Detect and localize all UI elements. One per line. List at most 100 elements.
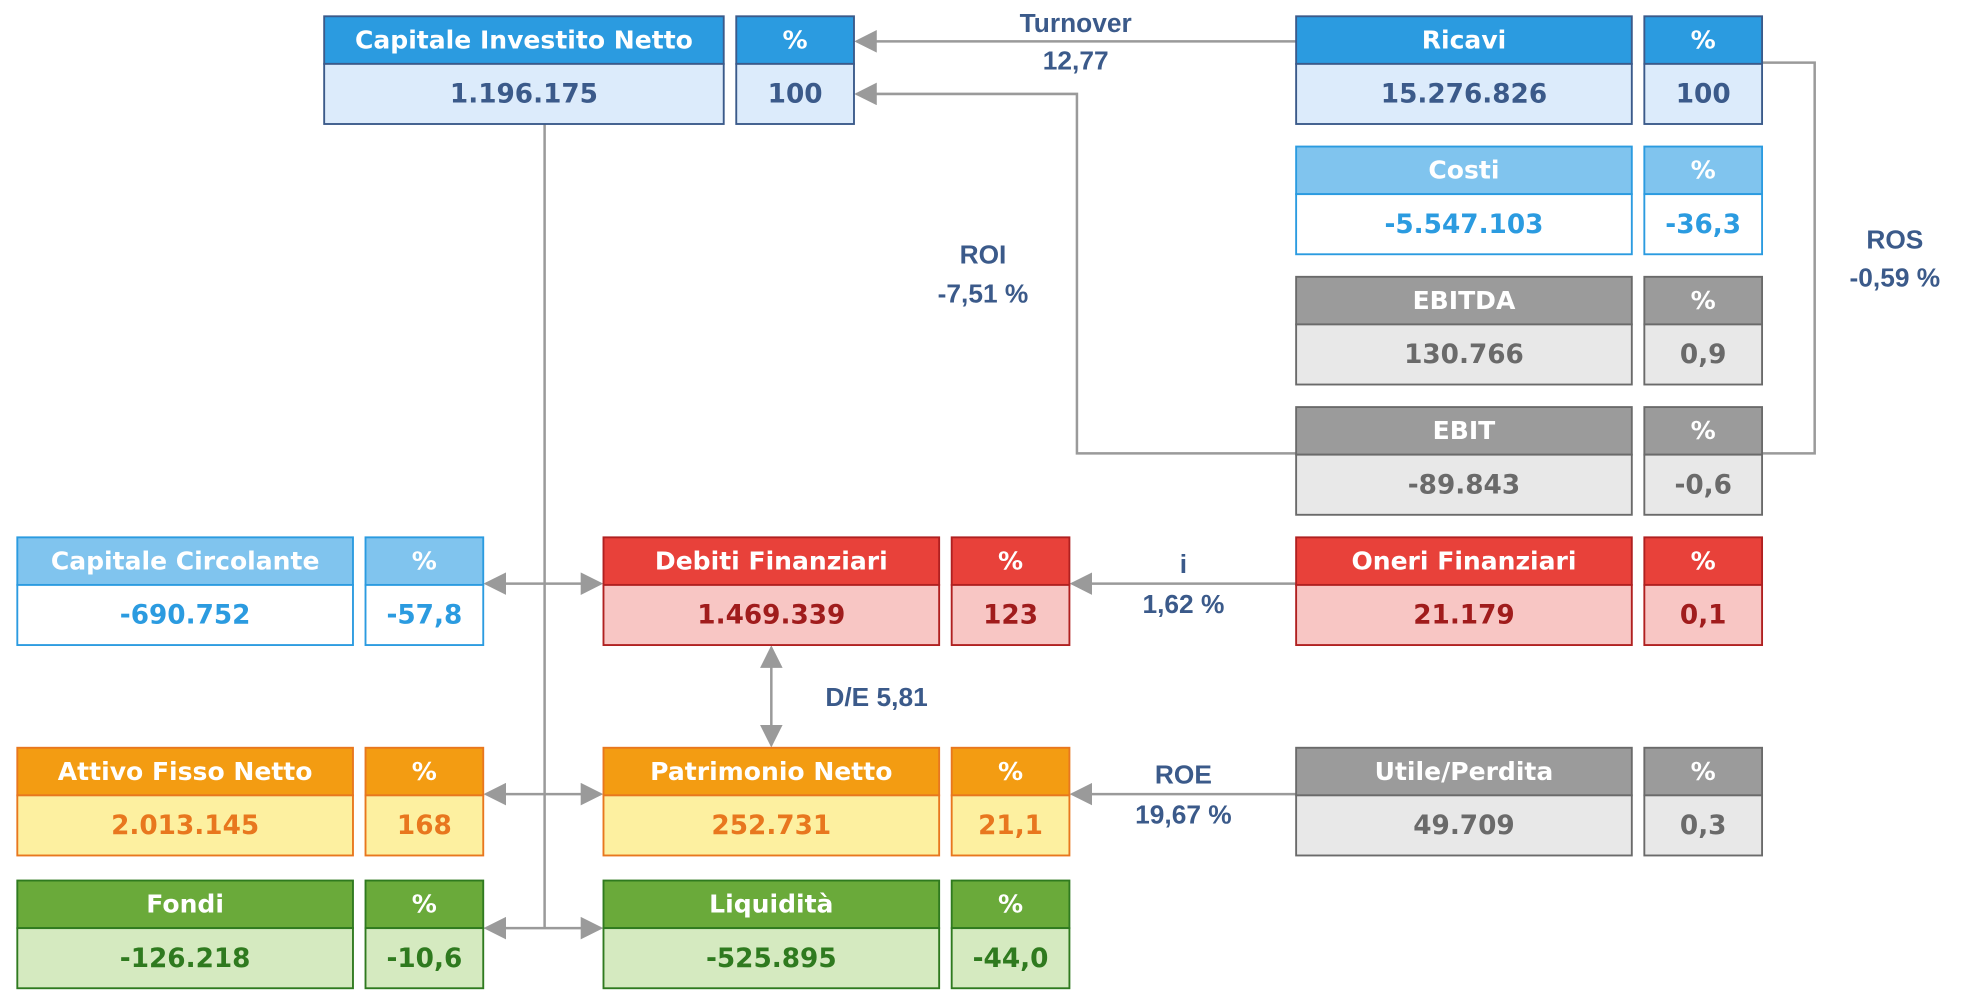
node: Capitale Investito Netto 1.196.175% 100 xyxy=(323,15,855,125)
header-box xyxy=(364,879,485,930)
header-box xyxy=(1643,536,1764,586)
value-box xyxy=(323,62,725,125)
header-text: % xyxy=(998,757,1023,786)
value-box xyxy=(364,927,485,990)
link-value: 12,77 xyxy=(1043,46,1109,76)
value-box xyxy=(602,927,941,990)
value-text: -10,6 xyxy=(386,944,462,974)
value-box xyxy=(1295,453,1633,516)
node: Utile/Perdita 49.709% 0,3 xyxy=(1295,746,1764,857)
link-value: -0,59 % xyxy=(1850,262,1941,292)
header-text: Attivo Fisso Netto xyxy=(58,757,313,786)
value-box xyxy=(1643,794,1764,857)
value-text: -57,8 xyxy=(386,601,462,631)
value-text: 0,9 xyxy=(1680,340,1727,370)
node: EBIT -89.843% -0,6 xyxy=(1295,406,1764,516)
value-box xyxy=(1643,583,1764,646)
header-box xyxy=(1643,145,1764,196)
header-box xyxy=(1295,275,1633,326)
link-label: ROE xyxy=(1155,760,1212,790)
value-box xyxy=(16,927,354,990)
link-value: -7,51 % xyxy=(938,279,1029,309)
node: Costi -5.547.103% -36,3 xyxy=(1295,145,1764,256)
value-box xyxy=(1295,193,1633,256)
value-text: 130.766 xyxy=(1404,340,1524,370)
link-label: ROI xyxy=(960,240,1007,270)
link-labels: Turnover 12,77 ROI -7,51 % ROS -0,59 % i… xyxy=(825,8,1940,830)
header-box xyxy=(1295,15,1633,65)
header-text: Liquidità xyxy=(709,890,833,919)
header-text: EBITDA xyxy=(1413,286,1516,315)
header-box xyxy=(602,746,941,797)
value-text: 100 xyxy=(1676,80,1731,110)
value-text: -525.895 xyxy=(706,944,837,974)
value-box xyxy=(602,794,941,857)
value-box xyxy=(950,583,1071,646)
value-text: 2.013.145 xyxy=(111,811,259,841)
value-text: 15.276.826 xyxy=(1381,80,1547,110)
header-box xyxy=(364,536,485,586)
value-box xyxy=(1295,62,1633,125)
value-text: 0,1 xyxy=(1680,601,1727,631)
value-text: 0,3 xyxy=(1680,811,1727,841)
header-box xyxy=(1295,536,1633,586)
header-box xyxy=(735,15,855,65)
value-box xyxy=(1643,193,1764,256)
header-text: % xyxy=(1691,546,1716,575)
header-text: % xyxy=(412,890,437,919)
link-value: 1,62 % xyxy=(1142,589,1224,619)
header-text: % xyxy=(412,757,437,786)
connectors xyxy=(483,30,1816,940)
header-text: Capitale Investito Netto xyxy=(355,25,693,54)
value-box xyxy=(364,794,485,857)
value-text: 21.179 xyxy=(1413,601,1514,631)
header-text: Patrimonio Netto xyxy=(650,757,892,786)
value-box xyxy=(735,62,855,125)
header-box xyxy=(364,746,485,797)
value-box xyxy=(950,927,1071,990)
header-box xyxy=(602,879,941,930)
header-box xyxy=(16,879,354,930)
header-box xyxy=(1643,746,1764,797)
roi-arrow xyxy=(854,82,1297,455)
header-text: % xyxy=(1691,156,1716,185)
link-label: D/E 5,81 xyxy=(825,682,927,712)
header-text: Capitale Circolante xyxy=(51,546,320,575)
header-box xyxy=(950,536,1071,586)
header-text: % xyxy=(998,546,1023,575)
node: Attivo Fisso Netto 2.013.145% 168 xyxy=(16,746,485,857)
header-box xyxy=(16,536,354,586)
header-text: Ricavi xyxy=(1422,25,1507,54)
header-text: % xyxy=(1691,416,1716,445)
header-box xyxy=(1643,15,1764,65)
node: Oneri Finanziari 21.179% 0,1 xyxy=(1295,536,1764,646)
ros-line xyxy=(1762,61,1816,455)
value-text: 49.709 xyxy=(1413,811,1514,841)
value-text: -126.218 xyxy=(120,944,251,974)
header-text: % xyxy=(1691,25,1716,54)
value-box xyxy=(16,583,354,646)
header-text: Debiti Finanziari xyxy=(655,546,888,575)
node: Capitale Circolante -690.752% -57,8 xyxy=(16,536,485,646)
value-text: 21,1 xyxy=(978,811,1043,841)
value-text: -44,0 xyxy=(973,944,1049,974)
value-box xyxy=(1295,794,1633,857)
value-text: -89.843 xyxy=(1408,470,1520,500)
header-text: % xyxy=(1691,757,1716,786)
header-text: EBIT xyxy=(1433,416,1496,445)
value-box xyxy=(1295,323,1633,386)
node: EBITDA 130.766% 0,9 xyxy=(1295,275,1764,386)
node: Liquidità -525.895% -44,0 xyxy=(602,879,1071,990)
value-text: -5.547.103 xyxy=(1384,210,1543,240)
value-box xyxy=(1643,62,1764,125)
header-text: Oneri Finanziari xyxy=(1351,546,1576,575)
header-text: % xyxy=(412,546,437,575)
value-box xyxy=(950,794,1071,857)
value-box xyxy=(602,583,941,646)
header-box xyxy=(1643,275,1764,326)
value-text: -690.752 xyxy=(120,601,251,631)
header-text: % xyxy=(998,890,1023,919)
header-text: Fondi xyxy=(146,890,224,919)
node: Patrimonio Netto 252.731% 21,1 xyxy=(602,746,1071,857)
